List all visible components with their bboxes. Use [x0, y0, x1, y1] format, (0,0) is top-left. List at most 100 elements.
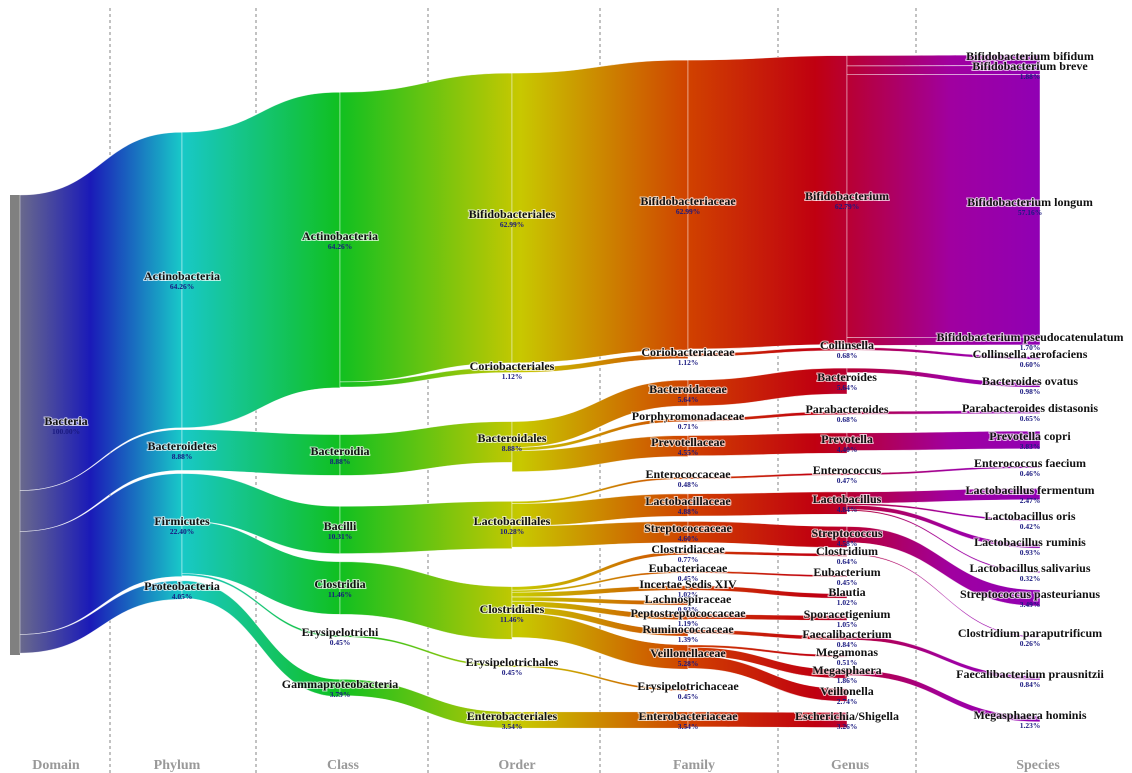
flow [19, 473, 183, 635]
flow [511, 711, 689, 729]
node-label: Lactobacillaceae [645, 494, 731, 508]
node-value: 0.93% [678, 605, 699, 614]
node-value: 5.28% [678, 659, 699, 668]
node-label: Collinsella aerofaciens [973, 347, 1088, 361]
node-value: 0.47% [837, 476, 858, 485]
node-value: 3.49% [1020, 600, 1041, 609]
column-header: Domain [32, 758, 80, 773]
node-value: 0.32% [1020, 574, 1041, 583]
node-label: Clostridium [816, 544, 878, 558]
flow [846, 347, 1041, 360]
column-header: Genus [831, 758, 870, 773]
node-value: 2.26% [1020, 62, 1041, 71]
node-value: 1.70% [1020, 343, 1041, 352]
node-value: 0.68% [837, 415, 858, 424]
node-label: Firmicutes [154, 514, 210, 528]
node-value: 4.55% [678, 448, 699, 457]
node-value: 1.19% [678, 619, 699, 628]
node-value: 5.64% [678, 395, 699, 404]
node-value: 11.46% [500, 615, 524, 624]
node-label: Enterococcaceae [645, 467, 731, 481]
flow [687, 711, 848, 728]
node-label: Bacteroidia [310, 444, 369, 458]
node-label: Enterococcus [813, 463, 882, 477]
node-label: Bacteroides [817, 370, 877, 384]
node-value: 0.45% [678, 574, 699, 583]
flow [181, 580, 341, 698]
node-value: 4.88% [678, 507, 699, 516]
node-label: Streptococcus pasteurianus [960, 587, 1100, 601]
flow [846, 509, 1041, 574]
node-value: 0.98% [1020, 387, 1041, 396]
node-value: 0.68% [837, 351, 858, 360]
flow [511, 435, 689, 473]
node-value: 0.42% [1020, 522, 1041, 531]
node-label: Bacteria [44, 414, 87, 428]
node-value: 0.48% [678, 480, 699, 489]
node-label: Megasphaera hominis [973, 708, 1086, 722]
node-value: 2.47% [1020, 496, 1041, 505]
node-value: 22.40% [170, 527, 194, 536]
node-label: Prevotella [821, 432, 873, 446]
flow [687, 521, 848, 548]
flow [511, 596, 689, 606]
node-label: Bifidobacteriales [469, 207, 556, 221]
node-value: 4.58% [837, 539, 858, 548]
flow [339, 561, 513, 640]
flow [687, 432, 848, 457]
flows [10, 54, 1041, 729]
node-value: 2.74% [837, 697, 858, 706]
node-label: Lactobacillus oris [984, 509, 1075, 523]
node-label: Enterobacteriaceae [638, 709, 738, 723]
flow [181, 91, 341, 429]
node-value: 1.02% [678, 590, 699, 599]
column-header: Family [673, 758, 715, 773]
node-value: 0.65% [1020, 414, 1041, 423]
node-label: Erysipelotrichaceae [637, 679, 739, 693]
flow [511, 550, 689, 591]
flow [846, 488, 1041, 504]
node-label: Actinobacteria [144, 269, 220, 283]
node-value: 1.88% [1020, 72, 1041, 81]
flow [687, 613, 848, 621]
node-label: Streptococcus [811, 526, 882, 540]
node-value: 4.84% [837, 505, 858, 514]
flow [511, 600, 689, 621]
node-value: 3.26% [837, 722, 858, 731]
flow [687, 367, 848, 407]
node-label: Parabacteroides distasonis [962, 401, 1098, 415]
flow [687, 347, 848, 357]
node-label: Lactobacillus ruminis [974, 535, 1086, 549]
node-value: 11.46% [328, 590, 352, 599]
node-value: 62.79% [835, 202, 859, 211]
node-value: 1.23% [1020, 721, 1041, 730]
node-label: Erysipelotrichales [466, 655, 559, 669]
node-value: 0.60% [1020, 360, 1041, 369]
node-label: Escherichia/Shigella [795, 709, 899, 723]
node-label: Gammaproteobacteria [282, 677, 398, 691]
flow [846, 526, 1041, 607]
node-label: Clostridia [314, 577, 365, 591]
node-label: Faecalibacterium [802, 627, 891, 641]
node-value: 0.84% [1020, 680, 1041, 689]
node-value: 1.12% [502, 372, 523, 381]
node-value: 1.02% [837, 598, 858, 607]
node-value: 4.05% [172, 592, 193, 601]
root-bar [10, 195, 20, 655]
node-label: Erysipelotrichi [302, 625, 379, 639]
column-header: Class [327, 758, 359, 773]
column-header: Order [498, 758, 535, 773]
node-value: 3.79% [330, 690, 351, 699]
flow [687, 585, 848, 599]
flow [846, 504, 1041, 549]
node-label: Proteobacteria [144, 579, 220, 593]
node-value: 10.28% [500, 527, 524, 536]
node-value: 8.88% [330, 457, 351, 466]
node-value: 0.71% [678, 422, 699, 431]
node-value: 3.54% [502, 722, 523, 731]
flow [846, 635, 1041, 681]
node-label: Blautia [828, 585, 865, 599]
flow [339, 501, 513, 554]
node-value: 1.86% [837, 676, 858, 685]
